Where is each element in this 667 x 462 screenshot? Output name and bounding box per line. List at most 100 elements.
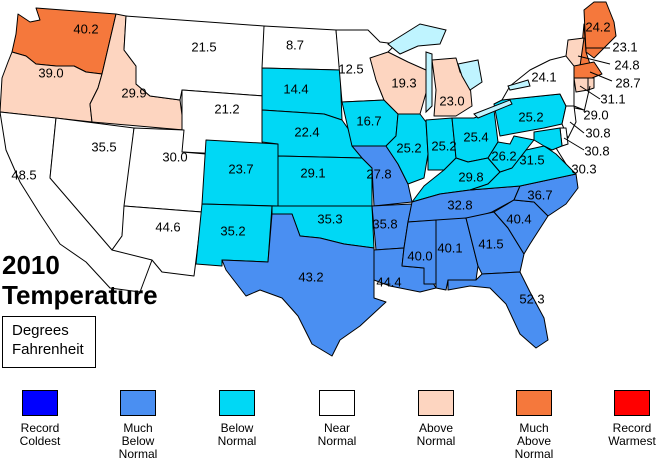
states-layer (0, 1, 617, 357)
state-value-MO: 27.8 (366, 166, 391, 181)
state-value-VT: 24.8 (614, 57, 639, 72)
state-value-TN: 32.8 (447, 197, 472, 212)
state-value-MA: 28.7 (615, 75, 640, 90)
state-value-IN: 25.2 (431, 138, 456, 153)
state-value-OR: 39.0 (38, 65, 63, 80)
map-title-year: 2010 (2, 250, 60, 280)
legend-label: Above Normal (416, 421, 456, 448)
leader-line-VT (577, 55, 611, 65)
state-value-NE: 22.4 (294, 124, 319, 139)
legend-swatch (614, 390, 650, 416)
legend-swatch (219, 390, 255, 416)
great-lakes (387, 23, 531, 119)
legend-label: Record Warmest (608, 421, 656, 448)
legend-swatch (516, 390, 552, 416)
leader-line-CT (579, 85, 601, 100)
state-TX (221, 213, 387, 357)
state-KS (277, 155, 373, 207)
leader-line-RI (583, 85, 591, 113)
state-MI (431, 57, 473, 117)
state-value-SC: 40.4 (506, 211, 531, 226)
state-value-AZ: 44.6 (155, 219, 180, 234)
state-value-DE: 30.8 (584, 143, 609, 158)
leader-line-NJ (569, 121, 585, 134)
state-value-ME: 24.2 (585, 19, 610, 34)
state-value-ID: 29.9 (121, 85, 146, 100)
state-value-MD: 30.3 (571, 161, 596, 176)
legend-item-record-warmest: Record Warmest (592, 390, 667, 448)
state-WI (369, 51, 429, 115)
state-value-labels: 40.2 39.0 48.5 29.9 35.5 21.5 21.2 30.0 44.6 23.7… (11, 19, 640, 306)
state-value-NY: 24.1 (531, 69, 556, 84)
state-value-NV: 35.5 (91, 139, 116, 154)
state-value-RI: 29.0 (583, 107, 608, 122)
state-value-NH: 23.1 (612, 39, 637, 54)
state-value-WI: 19.3 (391, 75, 416, 90)
state-value-PA: 25.2 (518, 109, 543, 124)
legend-swatch (319, 390, 355, 416)
state-value-NM: 35.2 (220, 223, 245, 238)
state-value-KY: 29.8 (458, 169, 483, 184)
legend-item-much-below-normal: Much Below Normal (98, 390, 178, 461)
state-value-SD: 14.4 (283, 81, 308, 96)
state-value-TX: 43.2 (298, 269, 323, 284)
state-value-KS: 29.1 (300, 165, 325, 180)
state-value-IA: 16.7 (356, 113, 381, 128)
leader-lines (555, 47, 613, 165)
state-value-IL: 25.2 (396, 140, 421, 155)
state-value-MI: 23.0 (439, 93, 464, 108)
state-value-CT: 31.1 (600, 91, 625, 106)
state-value-NJ: 30.8 (585, 125, 610, 140)
lake-superior (387, 23, 447, 55)
lake-erie (473, 99, 513, 119)
state-value-CO: 23.7 (228, 161, 253, 176)
legend-item-much-above-normal: Much Above Normal (494, 390, 574, 461)
lake-michigan (425, 51, 433, 114)
state-value-GA: 41.5 (478, 236, 503, 251)
state-IL (385, 113, 429, 185)
state-value-OK: 35.3 (317, 211, 342, 226)
state-ME (583, 1, 617, 59)
us-temperature-map: 40.2 39.0 48.5 29.9 35.5 21.5 21.2 30.0 44.6 23.7… (0, 1, 641, 357)
map-title-main: Temperature (2, 280, 158, 310)
units-box: Degrees Fahrenheit (2, 316, 96, 368)
leader-line-MD (555, 147, 567, 165)
map-title: 2010 Temperature (2, 250, 158, 310)
lake-ontario (507, 79, 531, 91)
state-value-MN: 12.5 (338, 61, 363, 76)
state-value-WY: 21.2 (214, 101, 239, 116)
state-value-MT: 21.5 (191, 39, 216, 54)
legend-label: Below Normal (217, 421, 257, 448)
legend-swatch (120, 390, 156, 416)
state-value-LA: 44.4 (376, 274, 401, 289)
state-value-UT: 30.0 (162, 149, 187, 164)
leader-line-DE (563, 137, 585, 151)
state-value-VA: 31.5 (519, 152, 544, 167)
legend-label: Much Below Normal (118, 421, 158, 461)
state-value-NC: 36.7 (527, 187, 552, 202)
legend-label: Record Coldest (19, 421, 61, 448)
legend-item-record-coldest: Record Coldest (0, 390, 80, 448)
state-value-AR: 35.8 (372, 216, 397, 231)
legend-label: Much Above Normal (514, 421, 554, 461)
state-value-OH: 25.4 (463, 129, 488, 144)
legend-label: Near Normal (317, 421, 357, 448)
legend-swatch (22, 390, 58, 416)
state-value-WV: 26.2 (491, 148, 516, 163)
legend-item-near-normal: Near Normal (297, 390, 377, 448)
state-value-CA: 48.5 (11, 167, 36, 182)
state-value-FL: 52.3 (519, 291, 544, 306)
state-value-WA: 40.2 (73, 21, 98, 36)
state-value-ND: 8.7 (286, 37, 304, 52)
state-FL (447, 271, 549, 349)
lake-huron (457, 59, 483, 91)
state-MD (533, 127, 563, 151)
legend-item-below-normal: Below Normal (197, 390, 277, 448)
leader-line-MA (589, 71, 613, 82)
state-NC (513, 173, 579, 217)
state-value-MS: 40.0 (407, 248, 432, 263)
state-value-AL: 40.1 (437, 240, 462, 255)
legend-swatch (418, 390, 454, 416)
legend-item-above-normal: Above Normal (396, 390, 476, 448)
state-RI (587, 77, 595, 91)
